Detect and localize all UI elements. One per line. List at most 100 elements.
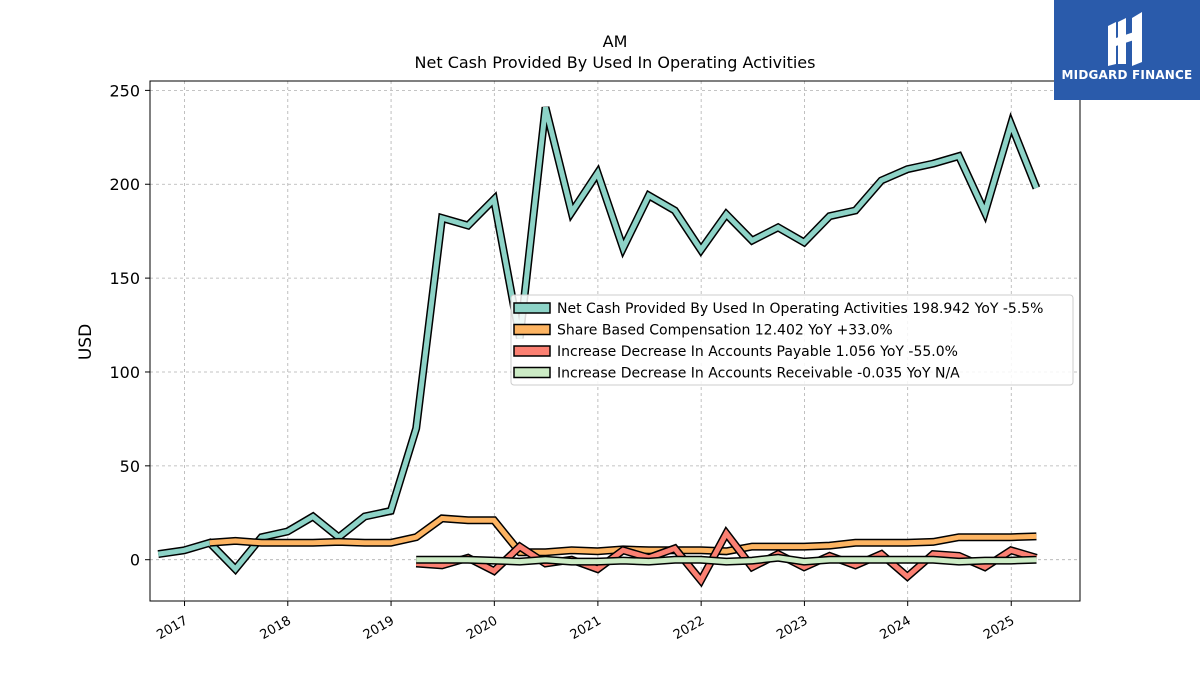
x-tick-label: 2024	[878, 613, 914, 643]
data-point	[439, 557, 444, 562]
data-point	[1008, 535, 1013, 540]
data-point	[310, 540, 315, 545]
data-point	[776, 555, 781, 560]
data-point	[1008, 122, 1013, 127]
data-point	[569, 548, 574, 553]
x-tick-label: 2022	[671, 613, 707, 643]
data-point	[569, 210, 574, 215]
data-point	[517, 559, 522, 564]
data-point	[956, 535, 961, 540]
data-point	[905, 540, 910, 545]
data-point	[827, 214, 832, 219]
x-tick-label: 2017	[154, 613, 190, 643]
data-point	[956, 154, 961, 159]
data-point	[646, 559, 651, 564]
data-point	[698, 548, 703, 553]
data-point	[982, 535, 987, 540]
data-point	[802, 240, 807, 245]
midgard-finance-logo: MIDGARD FINANCE	[1054, 0, 1200, 100]
data-point	[853, 540, 858, 545]
y-tick-label: 0	[130, 551, 140, 570]
data-point	[672, 208, 677, 213]
data-point	[879, 178, 884, 183]
data-point	[931, 161, 936, 166]
series-layer	[157, 106, 1041, 588]
legend-label: Share Based Compensation 12.402 YoY +33.…	[557, 323, 893, 339]
data-point	[802, 544, 807, 549]
data-point	[595, 559, 600, 564]
x-tick-label: 2023	[774, 613, 810, 643]
data-point	[466, 518, 471, 523]
series-line	[416, 528, 1038, 585]
legend-label: Net Cash Provided By Used In Operating A…	[557, 301, 1044, 317]
data-point	[285, 540, 290, 545]
data-point	[388, 540, 393, 545]
logo-mark-icon	[1108, 12, 1142, 66]
data-point	[905, 574, 910, 579]
data-point	[285, 529, 290, 534]
data-point	[672, 557, 677, 562]
chart-subtitle: Net Cash Provided By Used In Operating A…	[415, 53, 816, 72]
data-point	[595, 170, 600, 175]
data-point	[595, 549, 600, 554]
chart-title: AM	[603, 32, 628, 51]
data-point	[853, 557, 858, 562]
data-point	[905, 167, 910, 172]
data-point	[543, 557, 548, 562]
data-point	[543, 550, 548, 555]
data-point	[414, 557, 419, 562]
series-3	[415, 526, 1038, 588]
legend-box	[510, 294, 1074, 386]
series-4	[414, 553, 1037, 566]
data-point	[905, 557, 910, 562]
data-point	[1008, 548, 1013, 553]
data-point	[724, 531, 729, 536]
data-point	[750, 565, 755, 570]
data-point	[698, 557, 703, 562]
legend-swatch	[513, 302, 551, 314]
data-point	[879, 540, 884, 545]
data-point	[724, 559, 729, 564]
data-point	[621, 558, 626, 563]
data-point	[439, 516, 444, 521]
legend-swatch	[513, 366, 551, 379]
data-point	[646, 193, 651, 198]
data-point	[182, 548, 187, 553]
y-tick-label: 100	[109, 363, 140, 382]
x-tick-label: 2025	[981, 613, 1017, 643]
data-point	[439, 216, 444, 221]
data-point	[802, 559, 807, 564]
data-point	[569, 559, 574, 564]
data-point	[492, 558, 497, 563]
data-point	[827, 543, 832, 548]
data-point	[388, 508, 393, 513]
x-tick-label: 2019	[361, 613, 397, 643]
y-tick-label: 250	[109, 81, 140, 100]
series-line	[416, 555, 1037, 565]
data-point	[776, 225, 781, 230]
data-point	[827, 557, 832, 562]
y-tick-label: 50	[120, 457, 140, 476]
y-tick-label: 200	[109, 175, 140, 194]
series-1	[157, 106, 1041, 576]
data-point	[879, 557, 884, 562]
series-line	[157, 106, 1039, 573]
data-point	[414, 426, 419, 431]
data-point	[1008, 558, 1013, 563]
data-point	[750, 544, 755, 549]
data-point	[672, 546, 677, 551]
legend-swatch	[513, 323, 551, 336]
data-point	[853, 208, 858, 213]
data-point	[207, 540, 212, 545]
data-point	[750, 238, 755, 243]
data-point	[750, 558, 755, 563]
data-point	[982, 558, 987, 563]
data-point	[595, 567, 600, 572]
data-point	[982, 210, 987, 215]
data-point	[1034, 186, 1039, 191]
legend: Net Cash Provided By Used In Operating A…	[510, 294, 1074, 386]
data-point	[466, 223, 471, 228]
data-point	[646, 548, 651, 553]
data-point	[492, 518, 497, 523]
y-axis-label: USD	[76, 324, 96, 360]
